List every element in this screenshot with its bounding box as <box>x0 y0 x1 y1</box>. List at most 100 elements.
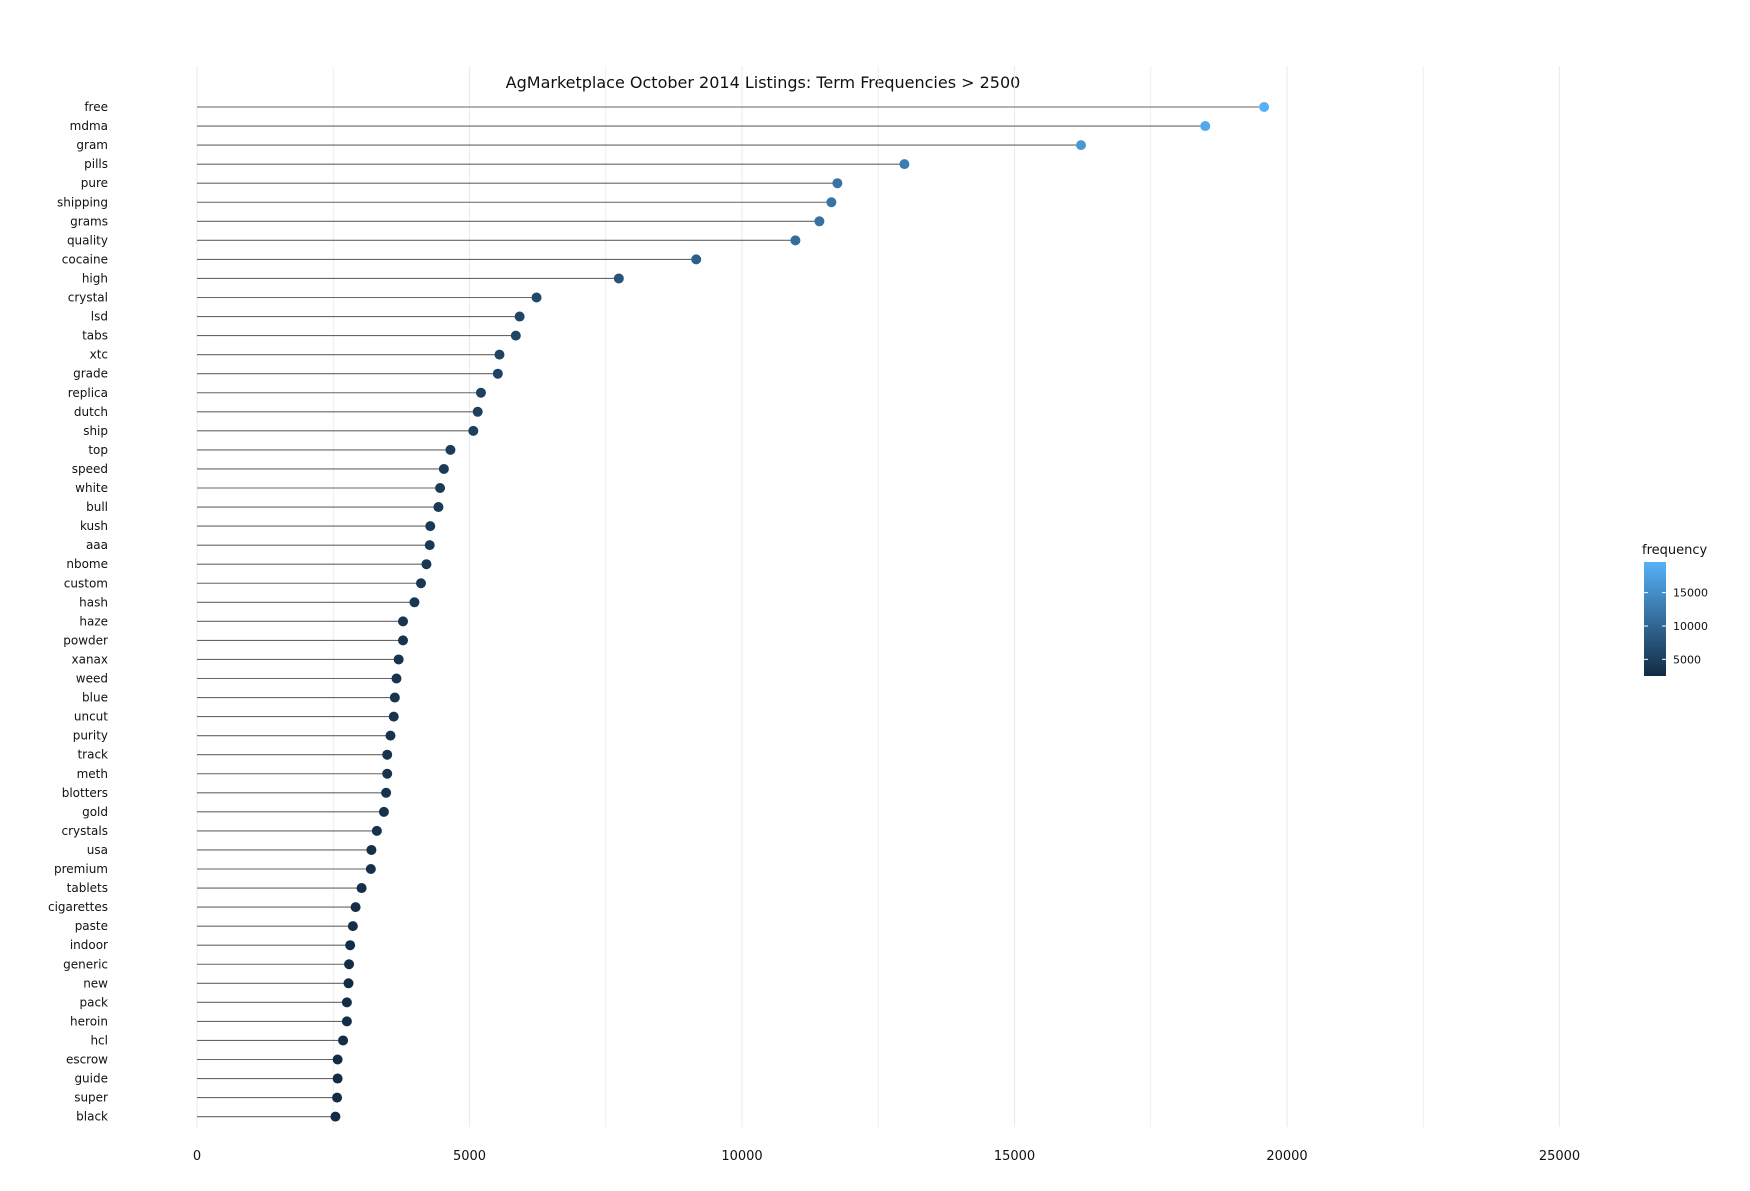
category-label: dutch <box>74 405 108 419</box>
lollipop-stems <box>197 106 1265 1118</box>
category-label: shipping <box>57 195 108 209</box>
lollipop-point-pure <box>832 178 843 189</box>
category-label: high <box>82 271 108 285</box>
category-label: aaa <box>86 538 108 552</box>
lollipop-point-hcl <box>338 1035 349 1046</box>
category-label: paste <box>75 919 108 933</box>
lollipop-point-xanax <box>393 654 404 665</box>
category-label: gram <box>76 138 108 152</box>
category-label: pack <box>79 995 108 1009</box>
lollipop-point-shipping <box>826 197 837 208</box>
category-label: generic <box>63 957 108 971</box>
lollipop-point-speed <box>438 463 449 474</box>
lollipop-point-ship <box>468 425 479 436</box>
category-label: quality <box>67 233 108 247</box>
lollipop-point-super <box>332 1092 343 1103</box>
category-label: top <box>88 443 108 457</box>
category-label: xtc <box>90 348 108 362</box>
category-label: black <box>76 1110 108 1124</box>
category-label: hcl <box>90 1033 108 1047</box>
lollipop-point-blue <box>389 692 400 703</box>
legend-tick-label: 15000 <box>1673 587 1708 600</box>
lollipop-point-paste <box>347 921 358 932</box>
lollipop-point-aaa <box>424 540 435 551</box>
category-label: cocaine <box>62 252 108 266</box>
category-label: premium <box>54 862 108 876</box>
lollipop-point-new <box>343 978 354 989</box>
lollipop-point-cigarettes <box>350 902 361 913</box>
lollipop-point-gram <box>1075 140 1086 151</box>
category-label: hash <box>79 595 108 609</box>
x-tick-label: 15000 <box>994 1149 1035 1164</box>
lollipop-point-premium <box>365 864 376 874</box>
category-label: tablets <box>67 881 108 895</box>
grid-lines <box>196 66 1561 1127</box>
lollipop-point-dutch <box>472 406 483 417</box>
category-label: free <box>84 100 108 114</box>
lollipop-point-usa <box>366 844 377 855</box>
category-label: powder <box>63 633 108 647</box>
category-label: cigarettes <box>48 900 108 914</box>
category-labels: free mdma gram pills pure shipping grams qualit… <box>48 100 108 1124</box>
lollipop-point-blotters <box>381 787 392 798</box>
category-label: xanax <box>71 652 108 666</box>
x-tick-label: 25000 <box>1539 1149 1580 1164</box>
category-label: blue <box>82 691 108 705</box>
category-label: replica <box>68 386 108 400</box>
lollipop-point-haze <box>398 616 409 627</box>
category-label: new <box>83 976 108 990</box>
category-label: track <box>77 748 108 762</box>
category-label: heroin <box>70 1014 108 1028</box>
lollipop-point-heroin <box>341 1016 352 1027</box>
category-label: crystal <box>68 291 108 305</box>
lollipop-point-pills <box>899 159 910 170</box>
category-label: bull <box>86 500 108 514</box>
category-label: usa <box>87 843 108 857</box>
category-label: custom <box>64 576 108 590</box>
category-label: speed <box>72 462 108 476</box>
legend-tick-label: 5000 <box>1673 653 1701 666</box>
lollipop-point-lsd <box>514 311 525 322</box>
x-tick-label: 20000 <box>1266 1149 1307 1164</box>
lollipop-point-weed <box>391 673 402 684</box>
lollipop-point-quality <box>790 235 801 246</box>
lollipop-point-custom <box>415 578 426 589</box>
category-label: white <box>75 481 108 495</box>
category-label: guide <box>74 1072 108 1086</box>
chart-title: AgMarketplace October 2014 Listings: Ter… <box>506 73 1021 92</box>
category-label: grade <box>73 367 108 381</box>
lollipop-point-guide <box>332 1073 343 1084</box>
lollipop-point-generic <box>344 959 355 970</box>
category-label: indoor <box>70 938 108 952</box>
lollipop-point-gold <box>378 806 389 817</box>
legend-tick-label: 10000 <box>1673 620 1708 633</box>
lollipop-point-track <box>382 749 393 760</box>
legend-color-bar <box>1644 562 1666 676</box>
lollipop-point-replica <box>475 387 486 398</box>
lollipop-point-grams <box>814 216 825 227</box>
lollipop-point-xtc <box>494 349 505 360</box>
lollipop-points <box>330 102 1270 1122</box>
category-label: weed <box>76 672 108 686</box>
category-label: ship <box>83 424 108 438</box>
x-tick-label: 5000 <box>453 1149 486 1164</box>
lollipop-point-meth <box>382 768 393 779</box>
category-label: gold <box>82 805 108 819</box>
lollipop-point-tablets <box>356 883 367 894</box>
category-label: meth <box>77 767 108 781</box>
legend-ticks: 5000 10000 15000 <box>1644 587 1708 666</box>
lollipop-point-hash <box>409 597 420 608</box>
lollipop-point-mdma <box>1200 121 1211 132</box>
category-label: purity <box>73 729 108 743</box>
lollipop-point-uncut <box>388 711 399 722</box>
x-tick-label: 0 <box>193 1149 201 1164</box>
category-label: uncut <box>74 710 108 724</box>
lollipop-point-cocaine <box>691 254 702 265</box>
lollipop-point-high <box>613 273 624 284</box>
lollipop-point-kush <box>425 521 436 532</box>
lollipop-point-powder <box>398 635 409 646</box>
category-label: crystals <box>61 824 108 838</box>
lollipop-point-bull <box>433 502 444 513</box>
lollipop-point-grade <box>492 368 503 379</box>
